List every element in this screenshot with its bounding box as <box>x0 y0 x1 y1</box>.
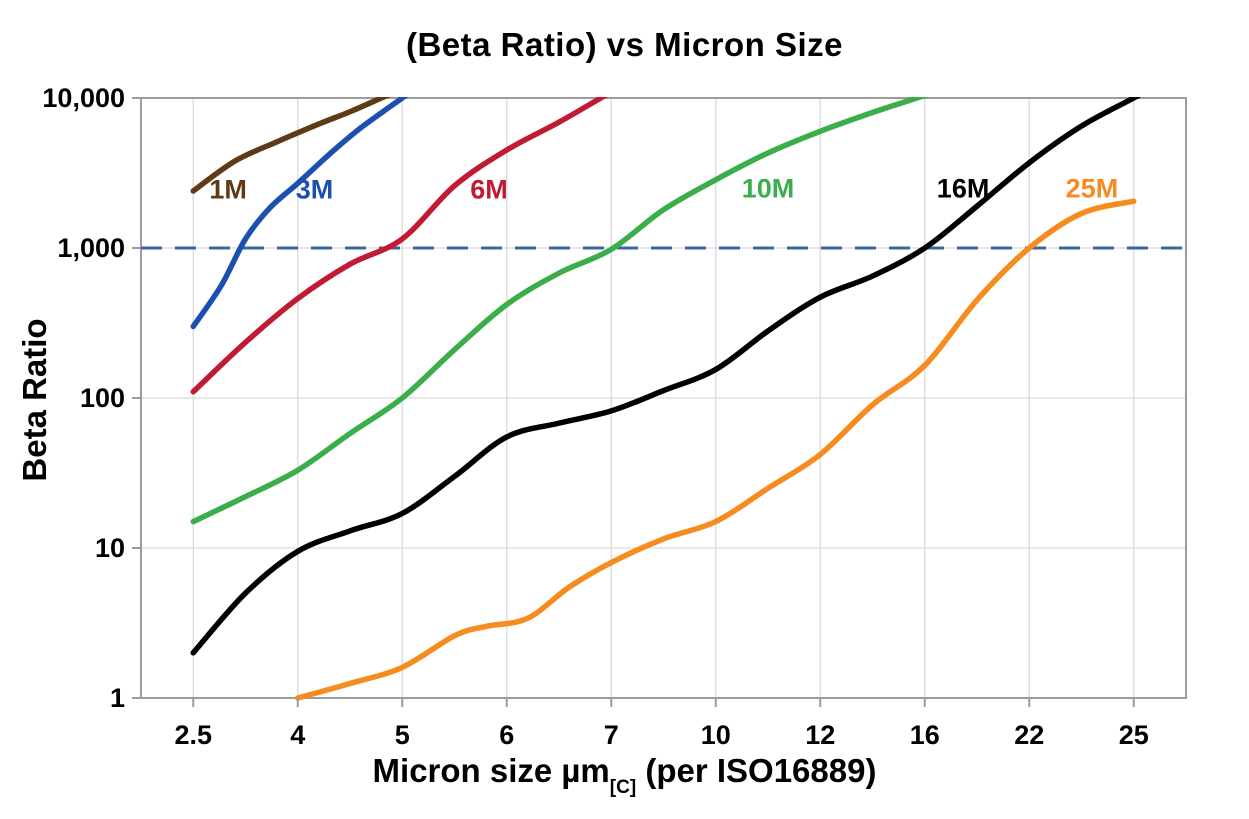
x-tick-label: 6 <box>499 720 514 750</box>
x-tick-label: 7 <box>604 720 619 750</box>
axis-ticks <box>132 97 1135 707</box>
series-label-25M: 25M <box>1066 173 1119 203</box>
x-axis-title-rest: (per ISO16889) <box>636 752 877 789</box>
series-curve-16M <box>190 97 1142 656</box>
series-label-1M: 1M <box>209 175 247 205</box>
series-curve-3M <box>190 97 409 330</box>
x-tick-label: 22 <box>1014 720 1044 750</box>
chart-title: (Beta Ratio) vs Micron Size <box>405 26 844 63</box>
series-label-6M: 6M <box>470 175 508 205</box>
y-tick-label: 1,000 <box>57 233 125 263</box>
x-tick-label: 12 <box>805 720 835 750</box>
series-curve-10M <box>190 97 929 525</box>
x-tick-label: 2.5 <box>174 720 212 750</box>
x-tick-label: 25 <box>1119 720 1149 750</box>
x-tick-label: 16 <box>910 720 940 750</box>
x-axis-title-main: Micron size µm <box>372 752 610 789</box>
series-curves <box>190 97 1142 701</box>
x-tick-label: 5 <box>395 720 410 750</box>
series-label-3M: 3M <box>296 175 334 205</box>
y-tick-label: 1 <box>110 683 125 713</box>
x-tick-label: 4 <box>290 720 305 750</box>
y-tick-label: 10,000 <box>42 83 125 113</box>
series-curve-6M <box>190 97 609 395</box>
series-label-10M: 10M <box>742 173 795 203</box>
x-tick-label: 10 <box>701 720 731 750</box>
series-curve-25M <box>295 198 1137 701</box>
x-axis-title: Micron size µm [C] (per ISO16889) <box>0 752 1249 798</box>
series-label-16M: 16M <box>937 173 990 203</box>
y-tick-label: 100 <box>80 383 125 413</box>
series-curve-1M <box>190 97 391 194</box>
x-axis-title-subscript: [C] <box>609 777 637 798</box>
y-tick-label: 10 <box>95 533 125 563</box>
